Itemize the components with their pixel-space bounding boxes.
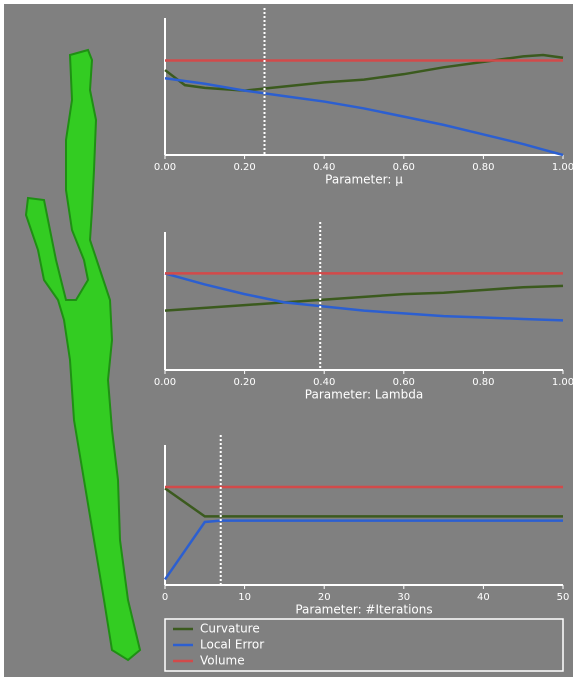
x-tick-label: 0.20: [233, 162, 255, 173]
x-tick-label: 0: [162, 592, 168, 603]
figure: 0.00 0.20 0.40 0.60 0.80 1.00 Parameter: μ 0.00…: [0, 0, 577, 681]
x-tick-label: 0.80: [472, 377, 494, 388]
legend-label: Volume: [200, 654, 245, 668]
x-tick-label: 0.60: [393, 377, 415, 388]
x-tick-label: 0.00: [154, 377, 176, 388]
x-tick-label: 0.80: [472, 162, 494, 173]
x-tick-label: 20: [318, 592, 331, 603]
x-tick-label: 30: [397, 592, 410, 603]
x-axis-label: Parameter: μ: [325, 173, 403, 187]
x-tick-label: 0.20: [233, 377, 255, 388]
x-tick-label: 1.00: [552, 162, 574, 173]
x-tick-label: 0.00: [154, 162, 176, 173]
x-tick-label: 40: [477, 592, 490, 603]
x-tick-label: 0.60: [393, 162, 415, 173]
x-axis-label: Parameter: Lambda: [305, 388, 423, 402]
legend-label: Local Error: [200, 638, 264, 652]
x-tick-label: 10: [238, 592, 251, 603]
x-tick-label: 0.40: [313, 162, 335, 173]
x-tick-label: 50: [557, 592, 570, 603]
x-tick-label: 0.40: [313, 377, 335, 388]
legend-label: Curvature: [200, 622, 260, 636]
x-tick-label: 1.00: [552, 377, 574, 388]
x-axis-label: Parameter: #Iterations: [295, 603, 432, 617]
